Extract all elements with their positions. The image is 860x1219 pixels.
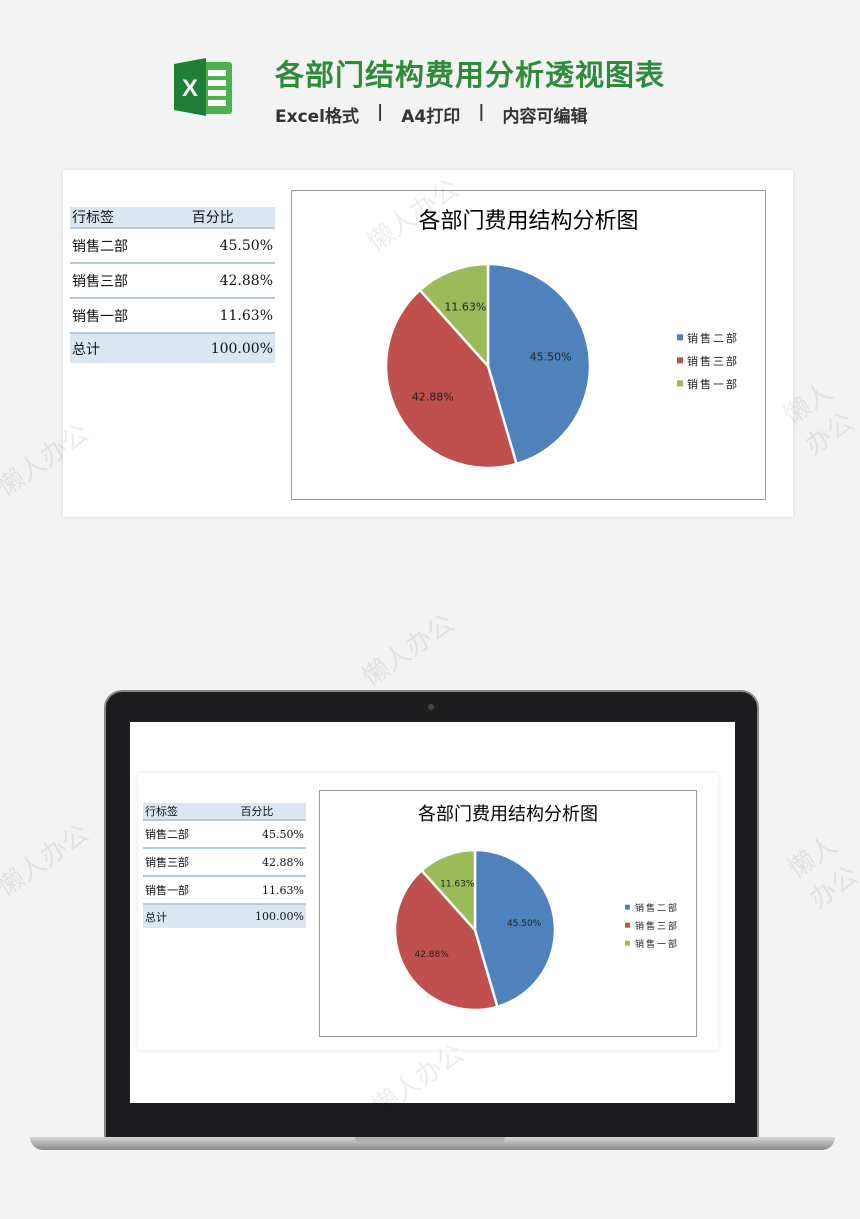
data-label: 45.50% bbox=[530, 351, 572, 364]
total-label: 总计 bbox=[143, 904, 216, 928]
feature-format: Excel格式 bbox=[275, 107, 360, 127]
row-label: 销售二部 bbox=[70, 228, 162, 264]
feature-list: Excel格式 | A4打印 | 内容可编辑 bbox=[275, 102, 587, 127]
row-value: 42.88% bbox=[161, 263, 275, 299]
legend-swatch bbox=[677, 334, 684, 341]
data-label: 11.63% bbox=[444, 301, 486, 314]
data-label: 11.63% bbox=[440, 880, 475, 890]
watermark: 懒人办公 bbox=[357, 608, 460, 693]
legend-label: 销售二部 bbox=[635, 902, 679, 914]
header-row-label: 行标签 bbox=[70, 207, 162, 229]
legend-swatch bbox=[625, 904, 630, 910]
legend-swatch bbox=[625, 922, 630, 928]
svg-text:X: X bbox=[182, 75, 198, 102]
row-label: 销售三部 bbox=[70, 263, 162, 299]
pie-plot: 45.50% 销售二部 42.88% 销售三部 11.63% 销售一部 bbox=[393, 848, 679, 1012]
pie-slice-3 bbox=[418, 262, 490, 370]
row-label: 销售二部 bbox=[143, 820, 216, 849]
laptop-base bbox=[30, 1137, 835, 1150]
pivot-table: 行标签 百分比 销售二部 45.50% 销售三部 42.88% 销售一部 11.63% … bbox=[143, 803, 306, 928]
pie-slice-2 bbox=[393, 868, 499, 1012]
row-value: 42.88% bbox=[215, 848, 306, 877]
data-label: 42.88% bbox=[412, 390, 454, 403]
page-title: 各部门结构费用分析透视图表 bbox=[275, 58, 666, 92]
camera-icon bbox=[428, 704, 434, 710]
pie-slice-1 bbox=[473, 848, 557, 1009]
laptop-notch bbox=[355, 1137, 505, 1143]
feature-print: A4打印 bbox=[401, 107, 461, 127]
screen-spreadsheet-preview: 行标签 百分比 销售二部 45.50% 销售三部 42.88% 销售一部 11.63% … bbox=[138, 773, 718, 1050]
pie-chart: 各部门费用结构分析图 45.50% 销售二部 42.88% 销售三部 11.63% 销售一… bbox=[319, 790, 697, 1037]
row-label: 销售三部 bbox=[143, 848, 216, 877]
total-value: 100.00% bbox=[161, 333, 275, 363]
total-value: 100.00% bbox=[215, 904, 306, 928]
pie-chart: 各部门费用结构分析图 45.50% 销售二部 42.88% 销售三部 11.63% 销售一… bbox=[291, 190, 766, 500]
pivot-table: 行标签 百分比 销售二部 45.50% 销售三部 42.88% 销售一部 11.63% … bbox=[70, 207, 275, 363]
watermark: 懒人办公 bbox=[783, 830, 860, 916]
legend-label: 销售一部 bbox=[635, 938, 679, 950]
separator: | bbox=[478, 102, 485, 122]
pie-slice-1 bbox=[486, 262, 592, 466]
legend-label: 销售三部 bbox=[687, 354, 739, 368]
pie-slice-3 bbox=[419, 848, 477, 934]
legend-label: 销售二部 bbox=[687, 331, 739, 345]
pie-plot: 45.50% 销售二部 42.88% 销售三部 11.63% 销售一部 bbox=[384, 262, 739, 470]
data-label: 42.88% bbox=[414, 950, 449, 960]
legend-swatch bbox=[677, 380, 684, 387]
spreadsheet-preview: 行标签 百分比 销售二部 45.50% 销售三部 42.88% 销售一部 11.63% … bbox=[63, 170, 793, 517]
row-value: 11.63% bbox=[215, 876, 306, 905]
row-value: 11.63% bbox=[161, 298, 275, 334]
row-value: 45.50% bbox=[215, 820, 306, 849]
header-percent: 百分比 bbox=[161, 207, 275, 229]
excel-logo-icon: X bbox=[174, 58, 232, 116]
pie-slice-2 bbox=[384, 288, 519, 470]
legend-swatch bbox=[625, 940, 630, 946]
data-label: 45.50% bbox=[507, 919, 542, 929]
feature-editable: 内容可编辑 bbox=[502, 107, 588, 127]
legend-swatch bbox=[677, 357, 684, 364]
chart-title: 各部门费用结构分析图 bbox=[418, 804, 598, 825]
row-value: 45.50% bbox=[161, 228, 275, 264]
row-label: 销售一部 bbox=[143, 876, 216, 905]
watermark: 懒人办公 bbox=[0, 818, 95, 903]
total-label: 总计 bbox=[70, 333, 162, 363]
separator: | bbox=[377, 102, 384, 122]
header-row-label: 行标签 bbox=[143, 803, 216, 821]
chart-title: 各部门费用结构分析图 bbox=[418, 209, 639, 234]
legend-label: 销售一部 bbox=[687, 377, 739, 391]
row-label: 销售一部 bbox=[70, 298, 162, 334]
legend-label: 销售三部 bbox=[635, 920, 679, 932]
header-percent: 百分比 bbox=[215, 803, 306, 821]
